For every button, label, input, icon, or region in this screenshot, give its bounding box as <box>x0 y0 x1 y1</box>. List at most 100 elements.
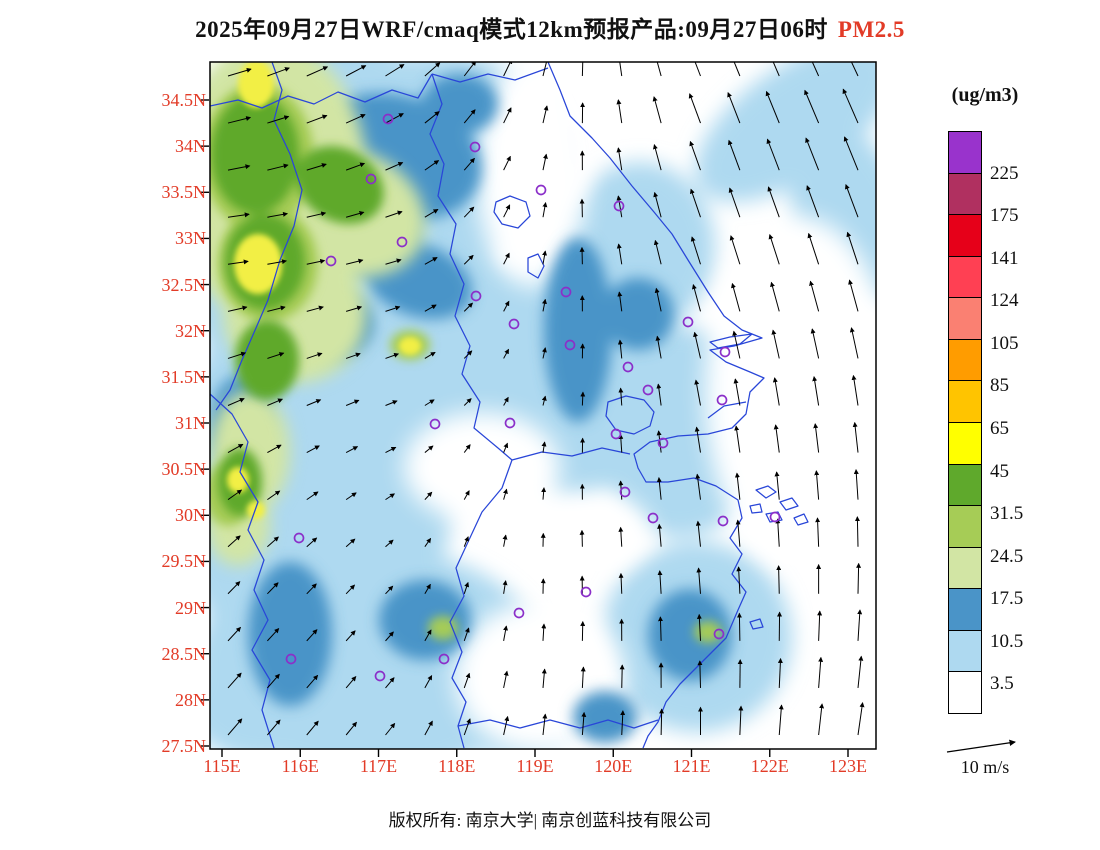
lat-label: 32N <box>175 320 206 341</box>
wind-vector <box>694 379 701 406</box>
wind-vector <box>267 67 290 77</box>
station-marker <box>285 653 297 665</box>
wind-vector <box>502 580 508 594</box>
contour-blob-ye <box>247 501 265 519</box>
wind-vector <box>541 487 547 500</box>
colorbar-cell <box>948 297 982 340</box>
station-marker <box>642 384 654 396</box>
wind-vector <box>856 562 862 594</box>
wind-vector <box>385 631 394 642</box>
wind-vector <box>385 113 404 124</box>
wind-vector <box>424 351 436 359</box>
lat-label: 31N <box>175 413 206 433</box>
wind-vector <box>227 212 250 218</box>
province-boundary <box>215 62 303 411</box>
wind-vector <box>424 111 440 124</box>
station-marker <box>382 113 394 125</box>
wind-vector <box>463 444 471 453</box>
wind-vector <box>503 715 510 736</box>
wind-vector <box>345 305 363 312</box>
wind-vector <box>812 376 820 406</box>
wind-vector <box>227 305 248 312</box>
station-marker <box>438 653 450 665</box>
wind-vector <box>424 399 435 406</box>
station-marker <box>470 290 482 302</box>
colorbar-cell <box>948 505 982 548</box>
contour-blob-wh <box>404 412 560 522</box>
wind-vector <box>778 704 784 736</box>
wind-vector <box>844 183 859 218</box>
colorbar-label: 124 <box>990 290 1019 312</box>
wind-vector <box>617 339 623 359</box>
wind-vector <box>772 62 780 77</box>
wind-vector <box>618 387 624 406</box>
province-boundary <box>449 459 513 749</box>
pm25-concentration-map <box>201 61 877 757</box>
province-boundaries <box>210 62 809 749</box>
colorbar-cell <box>948 380 982 423</box>
wind-vector <box>463 718 471 736</box>
lon-label: 119E <box>516 756 554 776</box>
wind-vector <box>842 88 859 124</box>
wind-vector <box>463 254 474 265</box>
wind-vector <box>267 352 285 359</box>
wind-vector <box>463 350 473 359</box>
wind-vector <box>541 623 547 641</box>
wind-vector <box>811 62 820 77</box>
colorbar-cell <box>948 671 982 714</box>
wind-vector <box>345 162 366 171</box>
wind-vector <box>267 536 279 548</box>
station-marker <box>293 532 305 544</box>
wind-vector <box>463 490 470 500</box>
station-marker <box>504 417 516 429</box>
wind-vector <box>424 208 439 218</box>
wind-vector-field <box>227 62 865 736</box>
province-boundary <box>429 73 513 461</box>
copyright-footer: 版权所有: 南京大学| 南京创蓝科技有限公司 <box>388 811 712 830</box>
wind-vector <box>659 708 665 736</box>
wind-vector <box>580 666 586 688</box>
wind-vector <box>773 424 780 453</box>
wind-vector <box>657 570 663 594</box>
wind-vector <box>463 581 470 594</box>
lon-label: 120E <box>594 756 633 776</box>
colorbar <box>948 131 982 727</box>
wind-vector <box>654 287 662 312</box>
wind-vector <box>817 610 823 641</box>
wind-vector <box>689 188 701 218</box>
province-boundary <box>749 503 763 514</box>
wind-vector <box>385 64 405 77</box>
station-marker <box>513 607 525 619</box>
wind-vector <box>809 280 820 312</box>
wind-vector <box>267 627 280 642</box>
wind-vector <box>306 66 329 77</box>
province-boundary <box>707 401 747 419</box>
colorbar-cell <box>948 421 982 465</box>
province-boundary <box>779 497 799 511</box>
wind-vector <box>656 383 662 406</box>
lat-label: 27.5N <box>161 736 207 756</box>
wind-vector <box>503 300 510 312</box>
wind-vector <box>618 526 624 547</box>
wind-vector <box>385 305 401 312</box>
wind-vector <box>345 630 356 642</box>
wind-vector <box>732 330 741 359</box>
wind-vector <box>345 399 360 406</box>
wind-vector <box>502 534 508 547</box>
lon-label: 121E <box>672 756 711 776</box>
wind-vector <box>346 258 364 265</box>
contour-blob-st <box>602 278 674 350</box>
pm25-filled-contours <box>210 62 876 749</box>
station-marker <box>713 628 725 640</box>
wind-vector <box>581 711 587 736</box>
wind-vector <box>267 490 281 501</box>
wind-vector <box>345 446 359 454</box>
wind-vector <box>616 243 623 265</box>
wind-vector <box>227 718 243 736</box>
colorbar-unit-label: (ug/m3) <box>951 84 1019 106</box>
wind-vector <box>616 195 623 218</box>
station-marker <box>682 316 694 328</box>
contour-blob-st <box>422 74 498 134</box>
wind-vector <box>424 491 433 500</box>
colorbar-label: 10.5 <box>990 630 1024 652</box>
